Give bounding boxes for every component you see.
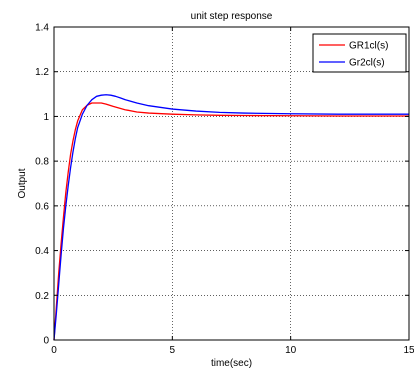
axis-ticks: 0 5 10 15 0 0.2 0.4 0.6 0.8 1 1.2 1.4 — [35, 23, 414, 357]
y-tick-label: 0 — [43, 336, 49, 347]
y-tick-label: 1 — [43, 112, 49, 123]
legend: GR1cl(s) Gr2cl(s) — [312, 33, 407, 73]
x-tick-label: 15 — [403, 345, 414, 356]
plot-frame — [53, 26, 410, 341]
y-tick-label: 1.2 — [35, 67, 49, 78]
y-axis-label: Output — [17, 168, 28, 198]
x-tick-label: 0 — [51, 345, 57, 356]
legend-box — [312, 33, 407, 73]
x-axis-label: time(sec) — [211, 358, 252, 369]
y-tick-label: 1.4 — [35, 23, 49, 34]
y-tick-label: 0.6 — [35, 201, 49, 212]
series-lines — [53, 94, 409, 341]
plot-area — [54, 27, 409, 340]
legend-label-gr1cl: GR1cl(s) — [349, 41, 388, 52]
series-line-gr1cl — [53, 102, 409, 341]
legend-label-gr2cl: Gr2cl(s) — [349, 58, 385, 69]
x-tick-label: 5 — [170, 345, 176, 356]
grid — [54, 27, 409, 340]
y-tick-label: 0.2 — [35, 291, 49, 302]
y-tick-label: 0.8 — [35, 157, 49, 168]
x-tick-label: 10 — [285, 345, 297, 356]
series-line-gr2cl — [53, 94, 409, 341]
chart-title: unit step response — [191, 11, 273, 22]
y-tick-label: 0.4 — [35, 246, 49, 257]
